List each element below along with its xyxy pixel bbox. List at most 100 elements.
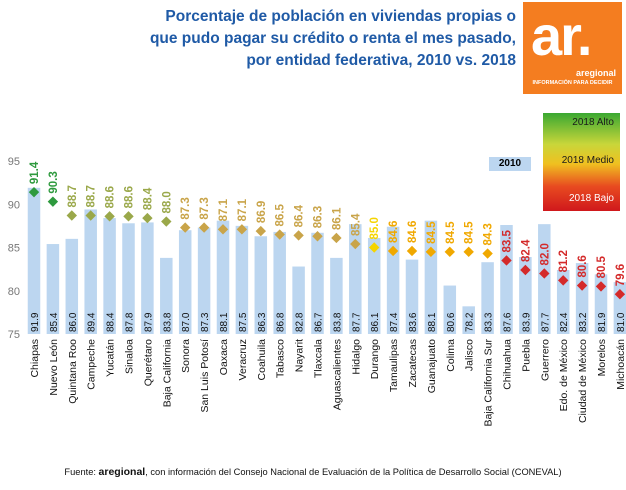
bar-2010 <box>197 227 211 334</box>
value-label-2018: 84.6 <box>407 221 419 243</box>
bar-2010 <box>292 266 305 334</box>
value-label-2010: 82.4 <box>559 312 570 332</box>
category-label: Zacatecas <box>407 339 419 387</box>
value-label-2010: 88.4 <box>106 312 117 332</box>
marker-2018 <box>463 246 474 258</box>
category-label: Baja California Sur <box>483 339 495 427</box>
bar-2010 <box>160 257 173 334</box>
value-label-2010: 86.0 <box>68 312 79 332</box>
aregional-logo: ar. aregional INFORMACIÓN PARA DECIDIR <box>523 2 622 94</box>
category-label: Sonora <box>180 339 192 373</box>
value-label-2010: 83.2 <box>578 312 589 332</box>
legend-2010: 2010 <box>489 157 531 171</box>
value-label-2018: 85.4 <box>350 213 362 236</box>
marker-2018 <box>198 222 210 233</box>
category-label: Chihuahua <box>502 339 514 390</box>
bar-2010 <box>65 238 79 334</box>
value-label-2018: 88.7 <box>67 185 79 207</box>
marker-2018 <box>350 238 361 250</box>
bar-2010 <box>443 285 457 334</box>
value-label-2018: 84.6 <box>388 221 400 243</box>
marker-2018 <box>595 281 607 292</box>
category-label: Jalisco <box>464 339 476 371</box>
category-label: Coahuila <box>256 339 268 381</box>
value-label-2010: 83.9 <box>521 312 532 332</box>
value-label-2018: 81.2 <box>558 250 570 272</box>
value-label-2018: 90.3 <box>48 171 60 193</box>
category-label: Guanajuato <box>426 339 438 393</box>
logo-tagline: INFORMACIÓN PARA DECIDIR <box>532 80 613 86</box>
value-label-2018: 87.3 <box>180 197 192 219</box>
bar-2010 <box>500 225 513 334</box>
marker-2018 <box>425 246 437 258</box>
category-label: Tamaulipas <box>388 339 400 392</box>
value-label-2018: 85.0 <box>369 217 381 239</box>
bar-2010 <box>216 220 230 334</box>
marker-2018 <box>28 186 40 198</box>
value-label-2018: 88.4 <box>142 187 154 210</box>
bar-2010 <box>481 262 494 334</box>
y-tick-label: 85 <box>8 243 20 255</box>
value-label-2018: 79.6 <box>615 264 626 286</box>
value-label-2010: 87.4 <box>389 312 400 332</box>
source-prefix: Fuente: <box>64 467 99 477</box>
value-label-2010: 85.4 <box>49 312 60 332</box>
value-label-2018: 86.1 <box>331 207 343 230</box>
legend-alto: 2018 Alto <box>572 117 614 128</box>
logo-brand: aregional <box>575 68 616 78</box>
category-label: Querétaro <box>142 339 154 386</box>
category-label: Nuevo León <box>48 339 60 396</box>
value-label-2018: 86.4 <box>294 204 306 227</box>
category-label: Sinaloa <box>124 339 136 374</box>
marker-2018 <box>539 268 550 279</box>
category-label: Hidalgo <box>350 339 362 375</box>
legend-bajo: 2018 Bajo <box>568 193 614 204</box>
value-label-2010: 87.8 <box>125 312 136 332</box>
bars-2010 <box>27 187 626 334</box>
marker-2018 <box>123 211 134 222</box>
legend-2018-gradient: 2018 Alto 2018 Medio 2018 Bajo <box>543 113 620 211</box>
bar-2010 <box>575 263 589 334</box>
category-label: Tabasco <box>275 339 287 378</box>
category-label: Oaxaca <box>218 339 230 375</box>
marker-2018 <box>369 242 380 253</box>
category-label: Tlaxcala <box>313 339 325 378</box>
bar-2010 <box>386 226 400 334</box>
marker-2018 <box>576 280 588 291</box>
value-label-2018: 86.9 <box>256 201 268 223</box>
value-label-2018: 84.3 <box>483 223 495 245</box>
bar-2010 <box>84 209 97 334</box>
value-label-2018: 86.3 <box>313 206 325 228</box>
value-label-2018: 82.0 <box>539 243 551 265</box>
value-label-2010: 87.6 <box>503 312 514 332</box>
marker-2018 <box>293 230 304 241</box>
category-label: Morelos <box>596 339 608 376</box>
value-label-2010: 86.3 <box>257 312 268 332</box>
marker-2018 <box>161 216 172 227</box>
marker-2018 <box>387 245 399 257</box>
value-label-2010: 87.7 <box>351 312 362 332</box>
bar-2010 <box>594 274 608 334</box>
y-axis: 75 80 85 90 95 <box>8 156 20 341</box>
legend-medio: 2018 Medio <box>561 155 614 166</box>
bar-2010 <box>330 257 343 334</box>
category-label: Campeche <box>86 339 98 390</box>
title-line-2: que pudo pagar su crédito o renta el mes… <box>149 30 516 47</box>
value-label-2010: 89.4 <box>87 312 98 332</box>
category-label: Guerrero <box>539 339 551 381</box>
value-label-2010: 81.0 <box>616 312 626 332</box>
marker-2018 <box>142 212 153 224</box>
bar-2010 <box>27 187 41 334</box>
bar-2010 <box>405 259 419 334</box>
value-label-2018: 88.0 <box>161 191 173 213</box>
category-label: Nayarit <box>294 339 306 372</box>
category-label: Durango <box>369 339 381 379</box>
bar-2010 <box>141 222 154 334</box>
value-label-2018: 88.6 <box>124 186 136 208</box>
marker-2018 <box>255 225 266 237</box>
y-tick-label: 90 <box>8 199 20 211</box>
bar-2010 <box>556 269 570 334</box>
value-label-2010: 88.1 <box>427 312 438 332</box>
value-label-2010: 87.5 <box>238 312 249 332</box>
bar-2010 <box>367 237 381 334</box>
